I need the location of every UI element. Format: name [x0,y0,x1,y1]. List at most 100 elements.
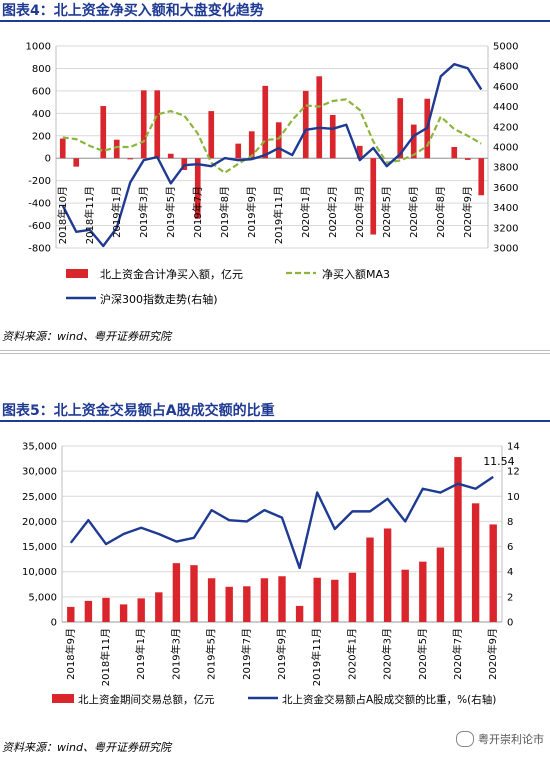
category-label: 2018年11月 [99,628,112,686]
bar [155,592,163,622]
legend-ma3-label: 净买入额MA3 [322,267,390,281]
category-label: 2019年8月 [218,186,231,238]
legend-line-label: 北上资金交易额占A股成交额的比重，%(右轴) [282,693,496,706]
chart2-source: 资料来源：wind、粤开证券研究院 [2,741,172,754]
bar [313,577,321,622]
bar [167,153,174,159]
category-label: 2019年3月 [169,628,182,680]
bar [329,115,336,159]
bar [356,145,363,159]
category-label: 2019年9月 [275,628,288,680]
bar [137,598,145,622]
left-tick-label: 35,000 [22,442,57,453]
bar [397,98,404,159]
bar [172,563,181,622]
right-tick-label: 4800 [493,62,518,73]
category-label: 2019年3月 [137,186,150,238]
bar [100,106,107,159]
right-tick-label: 4600 [493,82,518,93]
bar [84,600,93,622]
bar [243,586,251,622]
left-tick-label: 15,000 [22,542,57,553]
right-tick-label: 8 [507,517,513,528]
series-line [69,475,494,570]
category-label: 2019年11月 [272,186,285,244]
right-tick-label: 4200 [493,122,518,133]
category-label: 2020年9月 [461,186,474,238]
category-label: 2018年9月 [64,628,77,680]
legend-index-label: 沪深300指数走势(右轴) [100,292,218,306]
legend-bar-label: 北上资金合计净买入额，亿元 [100,267,243,281]
category-label: 2019年5月 [205,628,218,680]
bar [190,565,198,622]
bar [140,90,147,159]
bar [59,138,66,159]
bar [275,122,282,159]
left-tick-label: 600 [32,86,51,97]
legend-bar-label: 北上资金期间交易总额，亿元 [78,693,215,706]
bar [194,158,201,219]
left-tick-label: -200 [28,176,51,187]
right-tick-label: 14 [507,442,520,453]
right-tick-label: 3200 [493,223,518,234]
bar [401,569,409,622]
left-tick-label: -400 [28,199,51,210]
left-tick-label: 400 [32,109,51,120]
bar [419,561,427,622]
wechat-icon [456,731,474,747]
bar [366,537,374,622]
chart2-plot: 0 5,000 10,000 15,000 20,000 25,000 30,000 35,0… [22,442,520,707]
category-label: 2020年1月 [299,186,312,238]
bar [260,578,269,622]
chart2-title: 图表5：北上资金交易额占A股成交额的比重 [0,400,550,422]
right-tick-label: 5000 [493,42,518,53]
left-tick-label: 1000 [26,42,51,53]
category-label: 2019年5月 [164,186,177,238]
chart1-plot: -800 -600 -400 -200 0 200 400 600 800 1000 3000 320… [26,42,519,307]
category-label: 2020年5月 [380,186,393,238]
right-tick-label: 3000 [493,244,518,255]
bar [331,579,339,622]
chart1-source: 资料来源：wind、粤开证券研究院 [2,330,172,343]
watermark-text: 粤开崇利论市 [478,733,544,746]
left-tick-label: 200 [32,131,51,142]
right-tick-label: 3800 [493,163,518,174]
category-label: 2020年9月 [486,628,499,680]
bar [73,158,80,167]
bar [208,111,215,159]
category-label: 2019年7月 [191,186,204,238]
left-tick-label: -800 [28,244,51,255]
category-label: 2020年5月 [416,628,429,680]
category-label: 2020年7月 [451,628,464,680]
category-label: 2020年1月 [345,628,358,680]
category-label: 2018年10月 [56,186,69,244]
bar [410,124,417,159]
category-label: 2019年11月 [310,628,323,686]
left-tick-label: 800 [32,64,51,75]
series-line [61,62,483,248]
category-label: 2020年2月 [326,186,339,238]
bar [154,90,161,159]
bar [67,606,75,622]
bar [127,158,134,160]
bar [489,524,497,622]
bar [262,85,269,159]
bar [302,90,309,159]
bar [295,605,304,622]
bar [454,457,462,622]
left-tick-label: 0 [51,618,57,629]
bar [102,597,110,622]
right-tick-label: 12 [507,467,520,478]
bar [471,503,480,622]
watermark: 粤开崇利论市 [456,731,544,747]
bar [478,158,485,196]
left-tick-label: 20,000 [22,517,57,528]
bar [348,572,357,622]
bar [436,547,445,622]
bar [225,586,233,622]
left-tick-label: 10,000 [22,567,57,578]
right-tick-label: 4000 [493,143,518,154]
bar [383,528,392,622]
right-tick-label: 3400 [493,203,518,214]
left-tick-label: 5,000 [28,592,57,603]
